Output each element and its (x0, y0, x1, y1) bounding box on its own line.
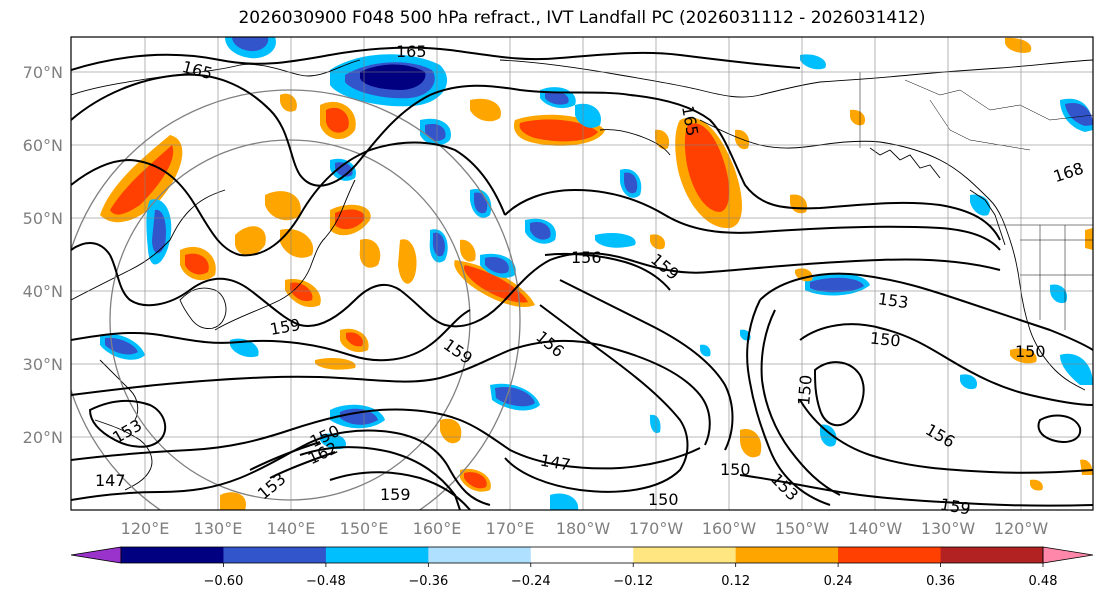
latitude-labels: 70°N 60°N 50°N 40°N 30°N 20°N (23, 63, 63, 447)
longitude-label: 120°W (994, 519, 1049, 538)
colorbar-tick-label: −0.60 (204, 574, 244, 589)
contour-label: 159 (939, 495, 972, 519)
latitude-label: 20°N (23, 428, 63, 447)
shaded-anomalies (100, 37, 1093, 510)
colorbar-tick-label: 0.12 (721, 574, 750, 589)
longitude-label: 140°E (267, 519, 316, 538)
colorbar-tick-label: 0.48 (1029, 574, 1058, 589)
contour-label: 147 (95, 471, 126, 490)
contour-label: 165 (396, 42, 427, 61)
colorbar-swatch (735, 547, 839, 563)
height-contours (71, 46, 1093, 510)
colorbar-swatches (70, 546, 1094, 564)
colorbar-tick-label: −0.24 (511, 574, 551, 589)
political-boundaries (859, 72, 1093, 330)
colorbar-tick-label: −0.48 (306, 574, 346, 589)
colorbar-swatch (838, 547, 942, 563)
longitude-label: 150°E (340, 519, 389, 538)
latitude-label: 70°N (23, 63, 63, 82)
colorbar-tick-label: 0.24 (824, 574, 853, 589)
colorbar-swatch (633, 547, 737, 563)
colorbar-tick-label: −0.12 (613, 574, 653, 589)
colorbar-tick-label: 0.36 (926, 574, 955, 589)
colorbar-swatch (325, 547, 429, 563)
contour-label: 159 (380, 485, 411, 504)
colorbar: −0.60 −0.48 −0.36 −0.24 −0.12 0.12 0.24 0.36 0.4… (70, 546, 1094, 589)
colorbar-swatch (121, 547, 224, 563)
longitude-label: 150°W (775, 519, 830, 538)
latitude-label: 50°N (23, 209, 63, 228)
colorbar-outline (120, 546, 1044, 564)
projection-circles (71, 89, 521, 510)
colorbar-min-arrow (70, 546, 122, 564)
coastlines (71, 59, 1093, 491)
contour-label: 150 (1015, 342, 1046, 361)
map-panel[interactable]: 165 165 165 156 159 153 150 150 150 159 … (23, 36, 1094, 550)
longitude-label: 180°W (556, 519, 611, 538)
contour-label: 150 (720, 460, 751, 479)
colorbar-tick-label: −0.36 (408, 574, 448, 589)
colorbar-swatch (940, 547, 1044, 563)
longitude-label: 160°W (702, 519, 757, 538)
latitude-label: 60°N (23, 136, 63, 155)
colorbar-swatch (428, 547, 532, 563)
longitude-labels: 120°E 130°E 140°E 150°E 160°E 170°E 180°W 170°W… (121, 519, 1049, 538)
colorbar-ticks: −0.60 −0.48 −0.36 −0.24 −0.12 0.12 0.24 0.36 0.4… (204, 563, 1058, 589)
latitude-label: 30°N (23, 355, 63, 374)
longitude-label: 170°E (486, 519, 535, 538)
map-frame (70, 36, 1094, 511)
longitude-label: 120°E (121, 519, 170, 538)
longitude-label: 130°W (921, 519, 976, 538)
colorbar-max-arrow (1042, 546, 1094, 564)
contour-label: 150 (794, 374, 816, 406)
contour-label: 150 (869, 328, 901, 350)
map-title: 2026030900 F048 500 hPa refract., IVT La… (238, 8, 926, 28)
contour-label: 153 (877, 289, 910, 312)
colorbar-swatch (223, 547, 327, 563)
contour-label: 150 (648, 490, 679, 509)
contour-label: 156 (571, 248, 602, 267)
longitude-label: 170°W (629, 519, 684, 538)
longitude-label: 130°E (194, 519, 243, 538)
latitude-label: 40°N (23, 282, 63, 301)
colorbar-swatch (530, 547, 634, 563)
longitude-label: 140°W (848, 519, 903, 538)
longitude-label: 160°E (413, 519, 462, 538)
